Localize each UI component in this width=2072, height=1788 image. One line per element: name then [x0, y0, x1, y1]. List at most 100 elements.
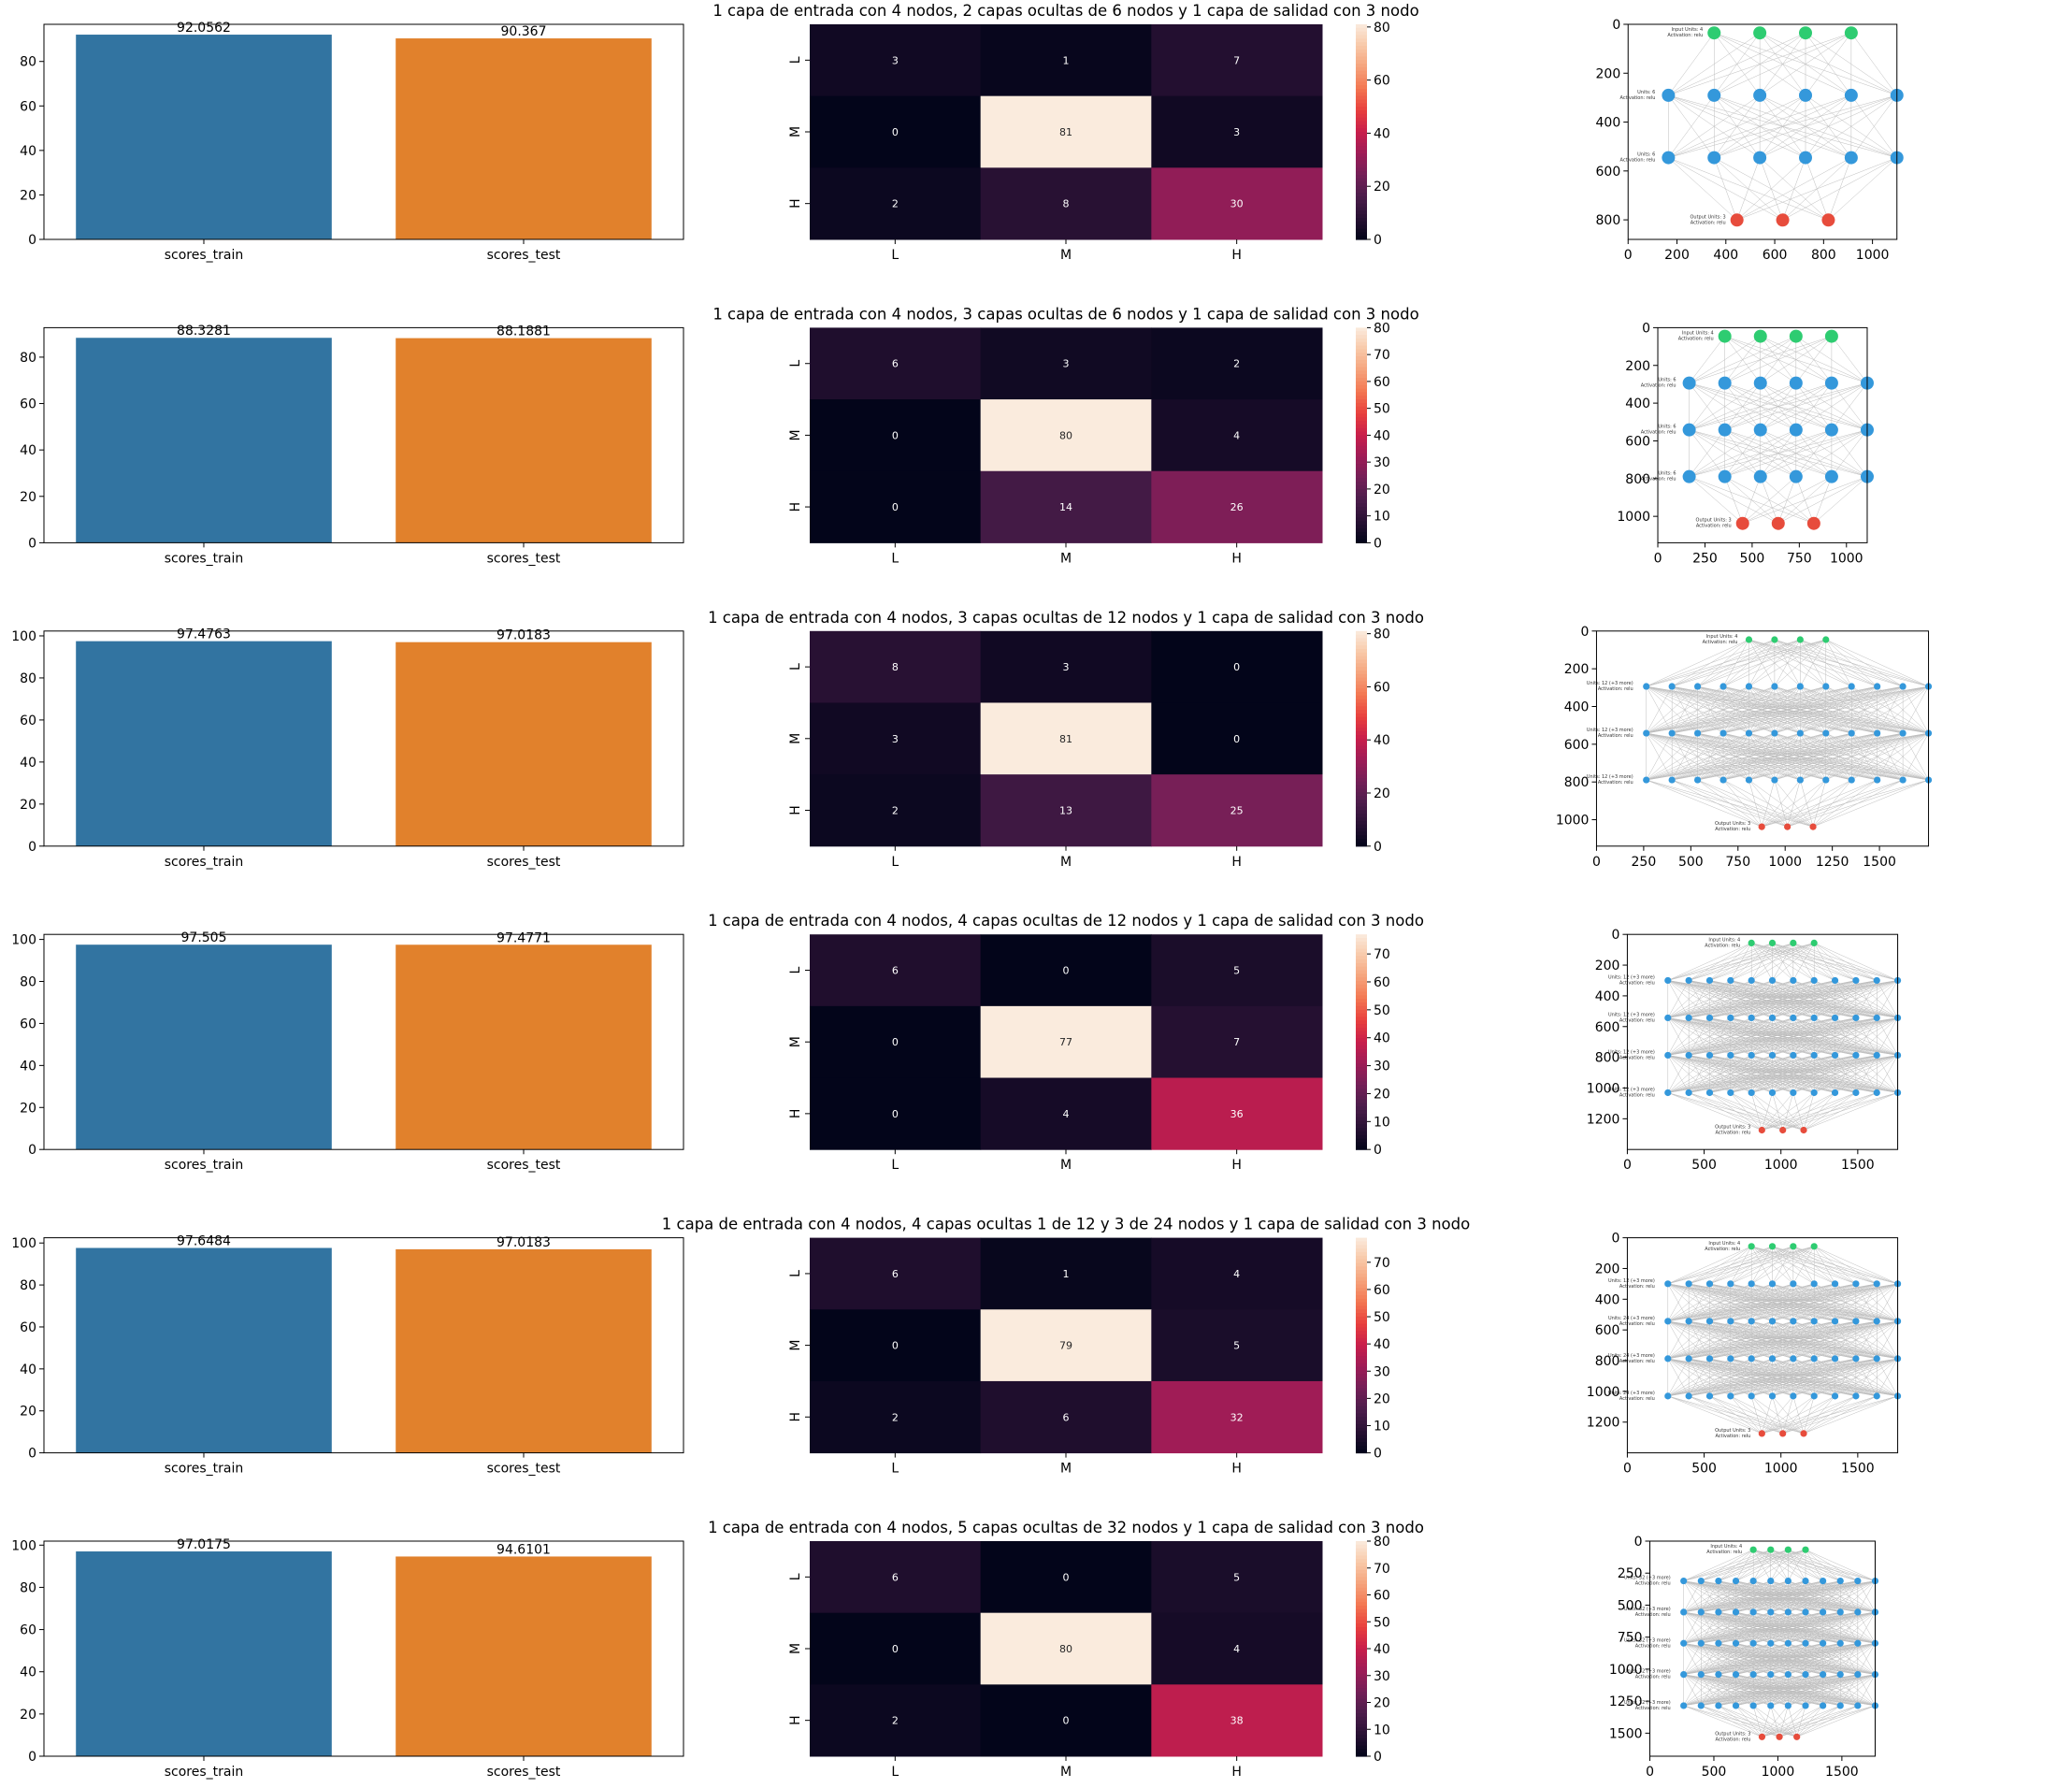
- network-node: [1820, 1671, 1827, 1679]
- colorbar-tick-label: 0: [1374, 1143, 1382, 1158]
- network-edge: [1751, 1017, 1898, 1056]
- network-edge: [1646, 685, 1852, 734]
- y-tick-label: H: [788, 805, 803, 815]
- x-tick-label: 0: [1646, 1765, 1654, 1780]
- network-edge: [1814, 943, 1878, 981]
- network-edge: [1762, 1395, 1835, 1435]
- network-edge: [1683, 1674, 1841, 1707]
- axes-frame: [1649, 1540, 1876, 1757]
- network-edge: [1709, 1358, 1898, 1397]
- network-edge: [1825, 639, 1929, 687]
- heatmap-cell: [810, 702, 982, 775]
- colorbar-segment: [1356, 482, 1367, 486]
- bar-scores_test: [396, 38, 652, 240]
- bar-scores_test: [396, 1248, 652, 1453]
- network-node: [1806, 516, 1820, 530]
- network-edge: [1822, 1674, 1876, 1707]
- network-edge: [1762, 779, 1826, 828]
- colorbar-segment: [1356, 406, 1367, 411]
- heatmap-cell: [1151, 24, 1323, 97]
- network-edge: [1667, 1055, 1898, 1093]
- heatmap-cell: [1151, 774, 1323, 847]
- bar-scores_test: [396, 338, 652, 543]
- colorbar-segment: [1356, 424, 1367, 429]
- network-edge: [1814, 980, 1898, 1018]
- network-edge: [1772, 1055, 1898, 1093]
- layer-label: Units: 12 (+3 more): [1608, 974, 1655, 980]
- network-edge: [1667, 1055, 1731, 1093]
- heatmap-cell: [810, 1237, 982, 1310]
- layer-label: Activation: relu: [1619, 95, 1655, 101]
- network-node: [1707, 26, 1721, 40]
- network-node: [1789, 469, 1803, 483]
- colorbar-segment: [1356, 1034, 1367, 1039]
- colorbar-segment: [1356, 92, 1367, 97]
- colorbar-segment: [1356, 421, 1367, 425]
- colorbar-segment: [1356, 1577, 1367, 1581]
- network-edge: [1646, 685, 1826, 734]
- heatmap-title: 1 capa de entrada con 4 nodos, 5 capas o…: [708, 1519, 1424, 1536]
- network-edge: [1668, 32, 1806, 96]
- y-tick-label: 1200: [1587, 1112, 1620, 1127]
- network-edge: [1772, 943, 1815, 981]
- network-edge: [1646, 685, 1929, 734]
- network-node: [1771, 683, 1778, 690]
- network-node: [1749, 1608, 1757, 1616]
- cell-value-label: 0: [892, 501, 899, 513]
- network-node: [1749, 1546, 1757, 1553]
- network-edge: [1667, 1320, 1773, 1360]
- network-node: [1727, 1280, 1734, 1288]
- network-edges: [1667, 943, 1898, 1131]
- colorbar-segment: [1356, 1002, 1367, 1007]
- x-tick-label: 750: [1787, 551, 1812, 566]
- colorbar-segment: [1356, 150, 1367, 154]
- x-tick-label: H: [1231, 1462, 1242, 1477]
- colorbar-segment: [1356, 1280, 1367, 1286]
- layer-label: Output Units: 3: [1715, 821, 1750, 827]
- network-edge: [1646, 685, 1801, 734]
- network-node: [1748, 976, 1755, 985]
- colorbar-segment: [1356, 749, 1367, 754]
- colorbar-segment: [1356, 1720, 1367, 1725]
- network-node: [1810, 1014, 1818, 1022]
- colorbar-segment: [1356, 356, 1367, 361]
- network-edge: [1667, 1358, 1835, 1397]
- network-edge: [1668, 33, 1715, 96]
- y-tick-label: 20: [20, 490, 36, 505]
- network-edge: [1689, 1055, 1898, 1093]
- network-node: [1768, 1051, 1777, 1060]
- x-tick-label: L: [891, 1462, 899, 1477]
- network-edge: [1701, 1674, 1876, 1707]
- x-tick-label: scores_test: [487, 248, 561, 263]
- x-tick-label: scores_train: [165, 248, 244, 263]
- layer-label: Output Units: 3: [1715, 1125, 1750, 1131]
- y-tick-label: 600: [1625, 434, 1650, 449]
- colorbar-segment: [1356, 695, 1367, 700]
- network-edge: [1683, 1611, 1736, 1644]
- network-edge: [1667, 980, 1731, 1018]
- colorbar-segment: [1356, 763, 1367, 769]
- colorbar-segment: [1356, 842, 1367, 847]
- network-node: [1664, 1014, 1672, 1022]
- y-tick-label: 0: [1642, 321, 1650, 336]
- network-edge: [1736, 157, 1806, 221]
- heatmap-cell: [980, 470, 1152, 543]
- colorbar-segment: [1356, 1608, 1367, 1614]
- network-edge: [1724, 429, 1868, 477]
- network-node: [1796, 776, 1804, 784]
- network-edge: [1683, 1549, 1806, 1581]
- colorbar-segment: [1356, 1680, 1367, 1685]
- network-edge: [1840, 1580, 1876, 1613]
- colorbar-segment: [1356, 1548, 1367, 1553]
- network-node: [1719, 683, 1727, 690]
- layer-label: Input Units: 4: [1706, 634, 1738, 640]
- network-edge: [1762, 1705, 1772, 1738]
- cell-value-label: 6: [892, 965, 899, 977]
- network-node: [1874, 776, 1881, 784]
- network-edge: [1730, 1246, 1815, 1285]
- network-edge: [1646, 685, 1878, 734]
- network-node: [1824, 423, 1838, 437]
- network-node: [1820, 1608, 1827, 1616]
- colorbar-segment: [1356, 731, 1367, 736]
- network-edge: [1683, 1580, 1789, 1613]
